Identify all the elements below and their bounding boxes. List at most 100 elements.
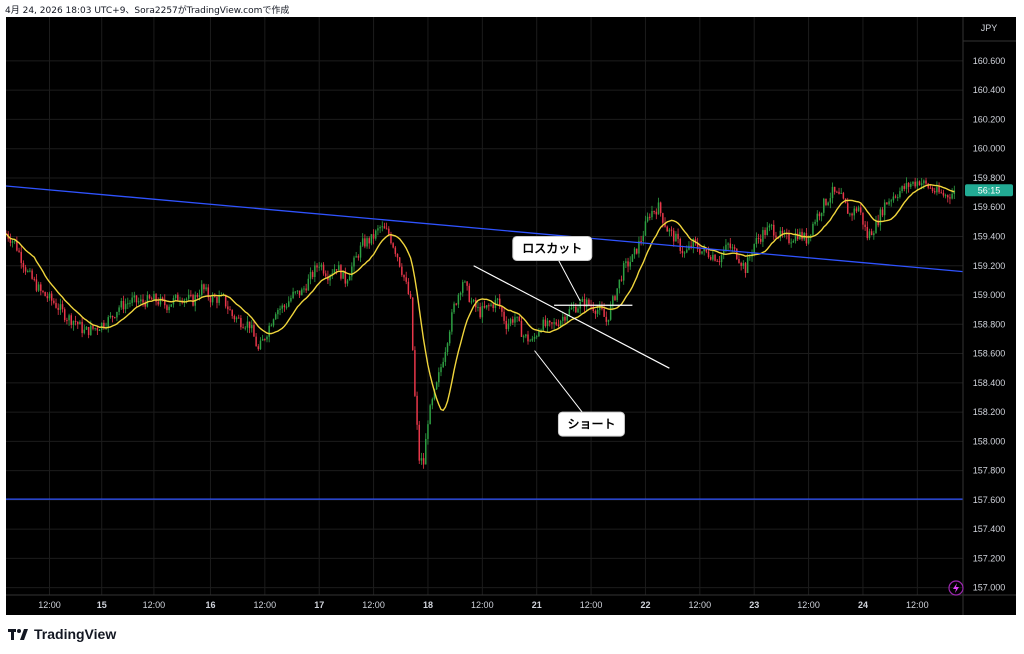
- candle-body: [842, 192, 845, 199]
- candle-body: [218, 295, 220, 303]
- x-tick-label: 12:00: [471, 600, 494, 610]
- candle-body: [738, 259, 740, 263]
- lightning-icon[interactable]: [948, 580, 964, 596]
- candle-body: [714, 254, 716, 261]
- annotation-callout[interactable]: ショート: [534, 350, 625, 437]
- candle-body: [705, 248, 708, 252]
- candle-body: [292, 291, 294, 298]
- candle-body: [98, 330, 101, 332]
- candle-body: [438, 372, 440, 383]
- candle-body: [744, 263, 747, 273]
- candle-body: [185, 298, 188, 300]
- candle-body: [716, 260, 718, 262]
- callout-label: ショート: [567, 417, 615, 431]
- x-tick-label: 12:00: [797, 600, 820, 610]
- candle-body: [205, 287, 207, 290]
- candle-body: [92, 325, 94, 329]
- candle-body: [301, 289, 303, 296]
- y-tick-label: 158.600: [973, 349, 1006, 359]
- candle-body: [649, 216, 651, 218]
- candle-body: [44, 292, 46, 297]
- candle-body: [63, 309, 66, 321]
- candle-body: [914, 181, 916, 187]
- candle-body: [729, 243, 732, 248]
- candle-body: [618, 279, 621, 289]
- candle-body: [309, 272, 312, 279]
- candle-body: [481, 306, 484, 318]
- candle-body: [827, 202, 829, 206]
- candle-body: [492, 304, 494, 309]
- x-tick-label: 12:00: [254, 600, 277, 610]
- candle-body: [459, 292, 462, 295]
- candle-body: [307, 278, 310, 291]
- candle-body: [103, 322, 105, 328]
- candle-body: [111, 315, 114, 318]
- candle-body: [137, 301, 140, 303]
- candle-body: [742, 263, 745, 266]
- candle-body: [392, 243, 394, 248]
- candle-body: [836, 191, 838, 193]
- candle-body: [281, 305, 283, 309]
- candle-body: [942, 192, 945, 196]
- chart-background[interactable]: [6, 17, 1016, 615]
- candle-body: [614, 296, 616, 301]
- x-tick-label: 17: [314, 600, 324, 610]
- candle-body: [870, 231, 873, 236]
- candle-body: [468, 285, 471, 302]
- candle-body: [240, 318, 242, 328]
- candle-body: [918, 181, 921, 186]
- candle-body: [679, 238, 681, 251]
- y-tick-label: 157.800: [973, 466, 1006, 476]
- chart-frame[interactable]: ロスカット ショート JPY 160.600 160.400 160.200 160.000…: [6, 17, 1016, 615]
- candle-body: [779, 230, 782, 238]
- candle-body: [9, 238, 12, 243]
- candle-body: [398, 257, 401, 267]
- candle-body: [192, 294, 194, 306]
- y-tick-label: 158.000: [973, 436, 1006, 446]
- candle-body: [862, 212, 864, 225]
- candle-body: [883, 202, 886, 216]
- candle-body: [551, 322, 553, 324]
- candle-body: [790, 242, 792, 244]
- candle-body: [879, 209, 882, 226]
- candle-body: [216, 297, 218, 303]
- candle-body: [801, 231, 803, 240]
- candle-body: [775, 235, 777, 238]
- candle-body: [209, 297, 212, 303]
- x-tick-label: 21: [532, 600, 542, 610]
- candle-body: [810, 234, 812, 236]
- callout-box: [557, 411, 625, 437]
- candle-body: [831, 186, 834, 199]
- candle-body: [490, 304, 492, 306]
- candle-body: [124, 303, 127, 310]
- candle-body: [440, 367, 442, 373]
- candle-body: [342, 270, 344, 279]
- candle-body: [570, 307, 573, 310]
- x-tick-label: 22: [640, 600, 650, 610]
- y-tick-label: 160.000: [973, 144, 1006, 154]
- candle-body: [375, 230, 377, 239]
- candle-body: [87, 327, 90, 336]
- candle-body: [636, 248, 638, 254]
- candle-body: [899, 191, 901, 198]
- candle-body: [625, 261, 627, 264]
- candle-body: [522, 336, 525, 338]
- candle-body: [261, 338, 264, 341]
- candle-body: [85, 327, 88, 330]
- y-tick-label: 160.400: [973, 85, 1006, 95]
- candle-body: [274, 314, 277, 320]
- candle-body: [335, 269, 338, 271]
- candle-body: [372, 234, 375, 239]
- candle-body: [174, 294, 177, 299]
- candle-body: [746, 257, 749, 273]
- candle-body: [622, 263, 625, 281]
- candle-body: [531, 338, 534, 341]
- candle-body: [829, 198, 832, 203]
- candle-body: [931, 187, 934, 192]
- brand: TradingView: [8, 626, 116, 642]
- annotation-callout[interactable]: ロスカット: [512, 235, 593, 302]
- candle-body: [346, 280, 349, 284]
- candle-body: [477, 306, 479, 308]
- candle-body: [425, 438, 427, 465]
